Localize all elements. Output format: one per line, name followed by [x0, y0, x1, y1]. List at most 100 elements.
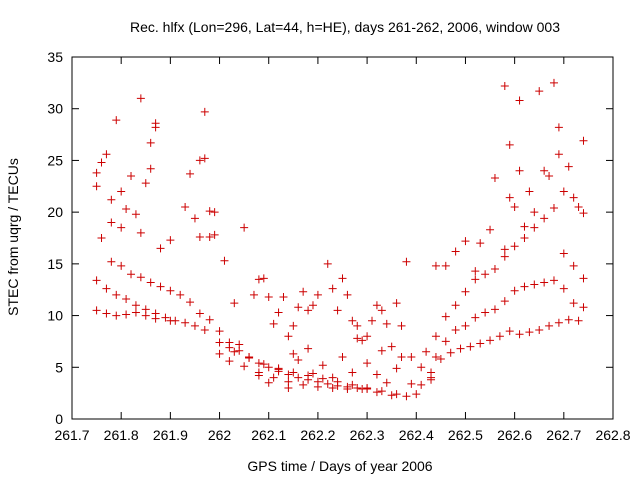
data-point-marker: [289, 349, 298, 358]
data-point-marker: [254, 275, 263, 284]
data-point-marker: [431, 332, 440, 341]
data-point-marker: [525, 328, 534, 337]
data-point-marker: [313, 290, 322, 299]
data-point-marker: [397, 352, 406, 361]
data-point-marker: [549, 276, 558, 285]
data-point-marker: [240, 223, 249, 232]
data-point-marker: [490, 305, 499, 314]
data-point-marker: [530, 223, 539, 232]
data-point-marker: [569, 299, 578, 308]
data-point-marker: [540, 214, 549, 223]
data-point-marker: [441, 337, 450, 346]
data-point-marker: [392, 390, 401, 399]
data-point-marker: [186, 298, 195, 307]
data-point-marker: [549, 204, 558, 213]
data-point-marker: [495, 332, 504, 341]
data-point-marker: [225, 357, 234, 366]
y-tick-label: 0: [55, 411, 63, 427]
x-tick-label: 262.3: [350, 427, 385, 443]
data-point-marker: [348, 380, 357, 389]
data-point-marker: [112, 116, 121, 125]
data-point-marker: [92, 182, 101, 191]
data-point-marker: [530, 208, 539, 217]
data-point-marker: [579, 274, 588, 283]
data-point-marker: [520, 222, 529, 231]
data-point-marker: [441, 261, 450, 270]
data-point-marker: [451, 247, 460, 256]
data-point-marker: [97, 158, 106, 167]
data-point-marker: [343, 385, 352, 394]
x-tick-label: 262.6: [497, 427, 532, 443]
data-point-marker: [461, 287, 470, 296]
data-point-marker: [579, 209, 588, 218]
data-point-marker: [240, 362, 249, 371]
data-point-marker: [382, 319, 391, 328]
data-point-marker: [363, 332, 372, 341]
data-point-marker: [166, 316, 175, 325]
data-point-marker: [540, 166, 549, 175]
x-tick-label: 261.7: [54, 427, 89, 443]
data-point-marker: [146, 138, 155, 147]
data-point-marker: [328, 284, 337, 293]
data-point-marker: [500, 297, 509, 306]
data-point-marker: [141, 311, 150, 320]
data-point-marker: [200, 154, 209, 163]
data-point-marker: [215, 327, 224, 336]
data-point-marker: [264, 363, 273, 372]
data-point-marker: [490, 265, 499, 274]
data-points: [92, 78, 588, 401]
x-tick-label: 262.7: [546, 427, 581, 443]
data-point-marker: [476, 239, 485, 248]
x-tick-label: 262.1: [251, 427, 286, 443]
data-point-marker: [333, 306, 342, 315]
data-point-marker: [500, 252, 509, 261]
data-point-marker: [299, 380, 308, 389]
data-point-marker: [289, 368, 298, 377]
data-point-marker: [102, 284, 111, 293]
data-point-marker: [436, 355, 445, 364]
x-tick-label: 262: [208, 427, 232, 443]
data-point-marker: [540, 278, 549, 287]
data-point-marker: [122, 310, 131, 319]
data-point-marker: [338, 274, 347, 283]
data-point-marker: [186, 169, 195, 178]
data-point-marker: [200, 107, 209, 116]
data-point-marker: [363, 359, 372, 368]
x-axis-label: GPS time / Days of year 2006: [247, 458, 432, 474]
data-point-marker: [131, 308, 140, 317]
x-tick-label: 262.4: [399, 427, 434, 443]
series-rise_2: [431, 276, 588, 361]
data-point-marker: [476, 339, 485, 348]
data-point-marker: [446, 348, 455, 357]
data-point-marker: [181, 202, 190, 211]
data-point-marker: [431, 352, 440, 361]
data-point-marker: [471, 313, 480, 322]
data-point-marker: [230, 347, 239, 356]
data-point-marker: [146, 164, 155, 173]
data-point-marker: [559, 284, 568, 293]
data-point-marker: [294, 356, 303, 365]
data-point-marker: [136, 273, 145, 282]
data-point-marker: [205, 232, 214, 241]
data-point-marker: [97, 234, 106, 242]
data-point-marker: [166, 236, 175, 245]
data-point-marker: [166, 286, 175, 295]
data-point-marker: [579, 303, 588, 312]
data-point-marker: [274, 308, 283, 317]
data-point-marker: [92, 276, 101, 285]
data-point-marker: [515, 166, 524, 175]
data-point-marker: [387, 391, 396, 400]
data-point-marker: [545, 321, 554, 330]
data-point-marker: [559, 249, 568, 258]
series-decay_2: [92, 276, 401, 399]
data-point-marker: [441, 312, 450, 321]
data-point-marker: [500, 81, 509, 90]
data-point-marker: [348, 368, 357, 377]
data-point-marker: [269, 319, 278, 328]
data-point-marker: [215, 338, 224, 347]
data-point-marker: [102, 150, 111, 159]
data-point-marker: [328, 373, 337, 382]
data-point-marker: [407, 379, 416, 388]
data-point-marker: [117, 261, 126, 270]
data-point-marker: [451, 326, 460, 335]
